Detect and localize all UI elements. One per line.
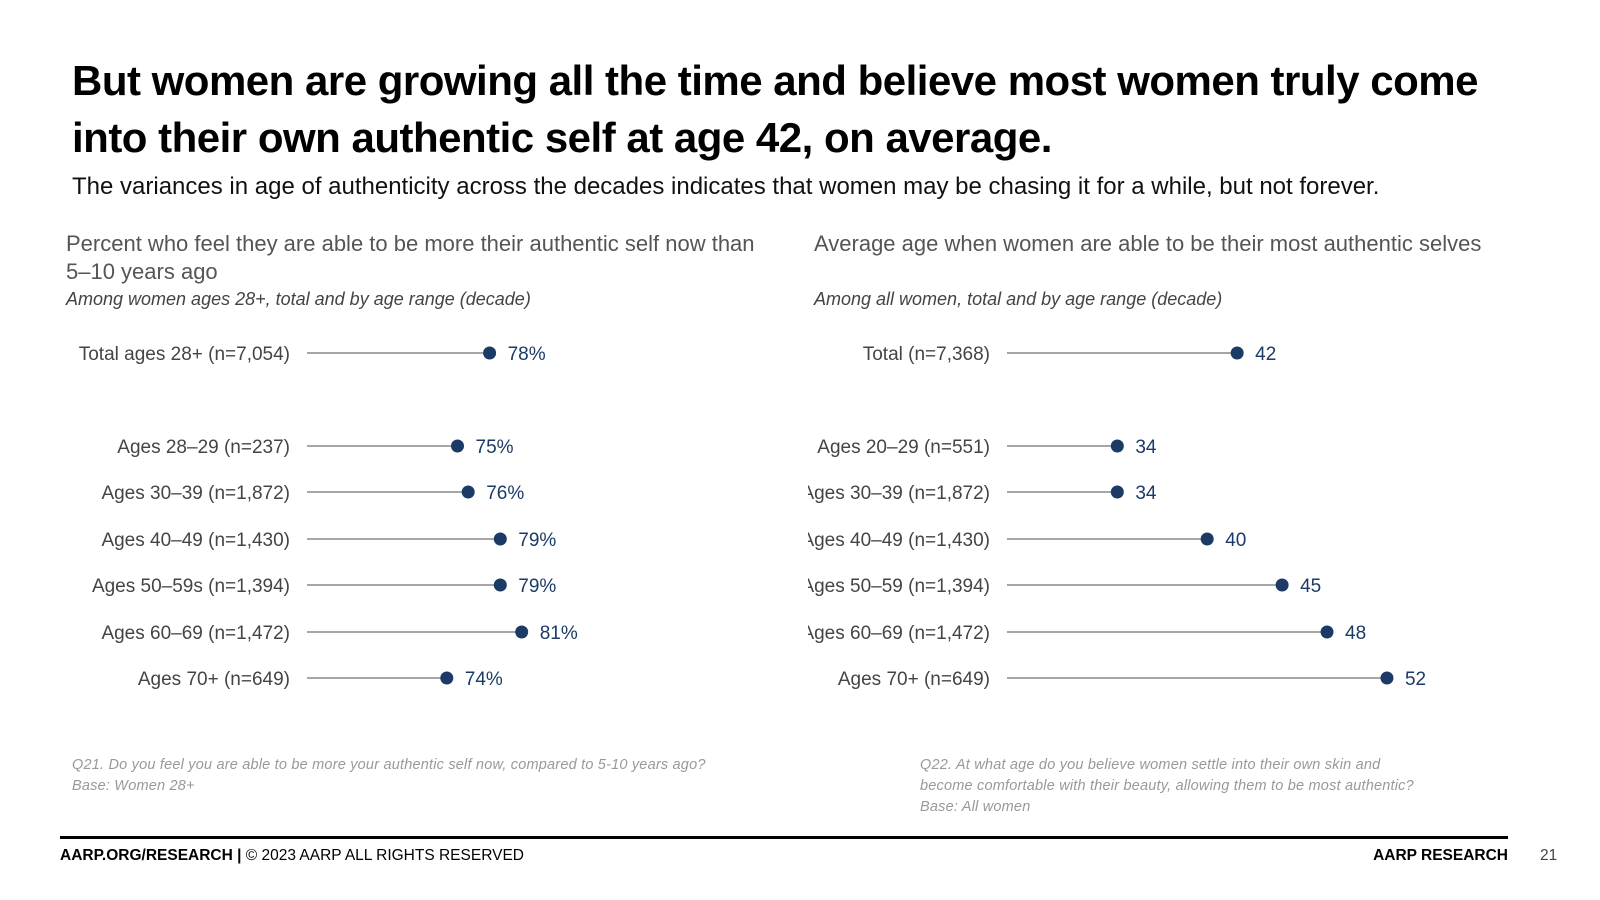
data-point	[461, 485, 475, 499]
data-point	[451, 439, 464, 453]
note-line: Q22. At what age do you believe women se…	[920, 757, 1381, 773]
chart-panel-average-age: Average age when women are able to be th…	[808, 230, 1520, 730]
value-label: 79%	[518, 576, 556, 597]
footer-brand: AARP RESEARCH	[1373, 847, 1508, 864]
dot-chart-age: Total (n=7,368) 42 Ages 20–29 (n=551) 34 Age…	[808, 344, 1426, 690]
chart-subtitle: Among women ages 28+, total and by age r…	[66, 289, 531, 309]
category-label: Ages 30–39 (n=1,872)	[808, 483, 990, 504]
value-label: 48	[1345, 623, 1366, 644]
value-label: 34	[1135, 437, 1157, 458]
category-label: Ages 60–69 (n=1,472)	[101, 623, 290, 644]
footer-link[interactable]: AARP.ORG/RESEARCH |	[60, 847, 242, 864]
data-point	[1320, 625, 1334, 639]
chart-title: Average age when women are able to be th…	[814, 231, 1482, 256]
data-point	[515, 625, 529, 639]
data-point	[1110, 439, 1124, 453]
category-label: Ages 30–39 (n=1,872)	[101, 483, 290, 504]
value-label: 34	[1135, 483, 1157, 504]
page-number: 21	[1540, 847, 1558, 864]
value-label: 40	[1225, 530, 1246, 551]
category-label: Ages 20–29 (n=551)	[817, 437, 990, 458]
category-label: Total (n=7,368)	[863, 344, 990, 365]
footer-rights: © 2023 AARP ALL RIGHTS RESERVED	[241, 847, 524, 864]
category-label: Ages 50–59 (n=1,394)	[808, 576, 990, 597]
chart-title: Percent who feel they are able to be mor…	[66, 231, 755, 284]
data-point	[483, 346, 497, 360]
value-label: 78%	[508, 344, 546, 365]
note-line: Q21. Do you feel you are able to be more…	[72, 757, 706, 773]
chart-panel-authentic-now: Percent who feel they are able to be mor…	[60, 230, 772, 730]
category-label: Ages 70+ (n=649)	[138, 669, 290, 690]
data-point	[1200, 532, 1214, 546]
category-label: Ages 40–49 (n=1,430)	[101, 530, 290, 551]
value-label: 74%	[465, 669, 503, 690]
category-label: Ages 70+ (n=649)	[838, 669, 990, 690]
value-label: 52	[1405, 669, 1426, 690]
data-point	[440, 671, 454, 685]
data-point	[1230, 346, 1244, 360]
value-label: 42	[1255, 344, 1276, 365]
category-label: Ages 50–59s (n=1,394)	[92, 576, 290, 597]
data-point	[1275, 578, 1289, 592]
value-label: 75%	[476, 437, 514, 458]
footer-copyright: AARP.ORG/RESEARCH | © 2023 AARP ALL RIGH…	[60, 847, 524, 865]
value-label: 45	[1300, 576, 1321, 597]
question-note-left: Q21. Do you feel you are able to be more…	[72, 755, 812, 797]
category-label: Total ages 28+ (n=7,054)	[79, 344, 290, 365]
footer-divider	[60, 836, 1508, 839]
category-label: Ages 60–69 (n=1,472)	[808, 623, 990, 644]
note-line: become comfortable with their beauty, al…	[920, 778, 1414, 794]
page-subtitle: The variances in age of authenticity acr…	[72, 173, 1380, 200]
data-point	[1110, 485, 1124, 499]
page-title: But women are growing all the time and b…	[72, 57, 1478, 161]
dot-chart-percent: Total ages 28+ (n=7,054) 78% Ages 28–29 (n…	[79, 344, 578, 690]
note-line: Base: Women 28+	[72, 778, 195, 794]
category-label: Ages 28–29 (n=237)	[117, 437, 290, 458]
data-point	[493, 578, 507, 592]
chart-subtitle: Among all women, total and by age range …	[814, 289, 1223, 309]
data-point	[1380, 671, 1394, 685]
category-label: Ages 40–49 (n=1,430)	[808, 530, 990, 551]
value-label: 76%	[486, 483, 524, 504]
data-point	[493, 532, 507, 546]
note-line: Base: All women	[920, 799, 1031, 815]
value-label: 81%	[540, 623, 578, 644]
value-label: 79%	[518, 530, 556, 551]
question-note-right: Q22. At what age do you believe women se…	[920, 755, 1520, 818]
